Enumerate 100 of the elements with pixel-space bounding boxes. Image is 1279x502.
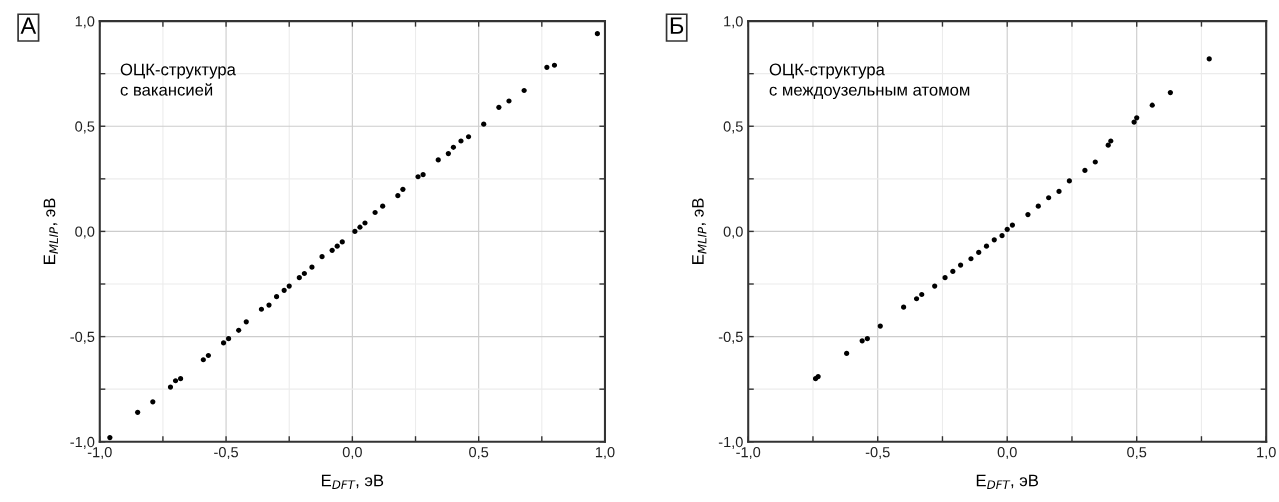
point: [521, 87, 527, 94]
x-tick-label: -0,5: [865, 447, 890, 460]
point: [465, 134, 472, 140]
y-tick-label: -0,5: [70, 331, 95, 344]
y-tick-label: 0,0: [723, 226, 743, 239]
point: [400, 186, 406, 192]
point: [458, 138, 464, 144]
point: [844, 350, 850, 357]
point: [1108, 138, 1114, 144]
x-tick-label: -1,0: [87, 447, 112, 460]
point: [266, 302, 272, 308]
point: [309, 264, 315, 270]
text: А: [20, 17, 37, 34]
point: [919, 291, 925, 298]
point: [1105, 142, 1111, 148]
point: [286, 283, 292, 289]
point: [450, 144, 456, 150]
point: [362, 220, 368, 226]
point: [1082, 167, 1088, 174]
point: [481, 121, 487, 127]
point: [932, 283, 938, 289]
point: [395, 193, 401, 199]
point: [1046, 195, 1052, 201]
y-tick-label: 1,0: [724, 16, 743, 29]
x-tick-label: 0,5: [1127, 447, 1147, 460]
x-tick-label: -1,0: [736, 447, 761, 460]
y-tick-label: 0,5: [75, 121, 95, 134]
point: [1134, 115, 1140, 121]
point: [1092, 159, 1098, 165]
point: [1004, 226, 1010, 232]
point: [1167, 90, 1173, 96]
point: [420, 172, 426, 178]
point: [200, 357, 206, 363]
point: [205, 352, 211, 359]
point: [942, 275, 948, 281]
point: [1206, 56, 1212, 62]
point: [496, 104, 502, 110]
point: [877, 323, 883, 329]
point: [258, 306, 265, 312]
point: [107, 434, 113, 441]
point: [296, 275, 302, 281]
point: [1009, 222, 1015, 228]
point: [913, 296, 920, 302]
point: [172, 378, 179, 384]
point: [178, 376, 184, 382]
point: [445, 151, 451, 157]
point: [281, 287, 287, 293]
point: [950, 268, 956, 274]
x-tick-label: -0,5: [214, 447, 239, 460]
x-axis-title: E$_{DFT}$, эВ: [976, 474, 1039, 489]
annotation: ОЦК-структура с вакансией: [120, 63, 236, 96]
annotation: ОЦК-структура с междоузельным атомом: [769, 63, 970, 100]
point: [273, 294, 280, 300]
point: [357, 224, 363, 230]
point: [901, 304, 907, 310]
point: [594, 31, 600, 37]
point: [999, 233, 1005, 239]
point: [435, 157, 441, 163]
point: [864, 336, 870, 342]
point: [352, 228, 358, 235]
point: [551, 62, 558, 68]
x-tick-label: 1,0: [1257, 447, 1276, 460]
point: [372, 209, 378, 216]
point: [243, 319, 249, 325]
point: [544, 64, 550, 70]
x-axis-title: E$_{DFT}$, эВ: [321, 474, 384, 489]
y-axis-title: E$_{MLIP}$, эВ: [692, 198, 707, 264]
point: [976, 249, 982, 256]
y-tick-label: 0,0: [75, 226, 95, 239]
text: Б: [670, 17, 684, 34]
point: [380, 203, 386, 209]
x-tick-label: 0,0: [342, 447, 362, 460]
point: [225, 336, 232, 342]
point: [1131, 119, 1137, 125]
point: [150, 399, 156, 405]
point: [983, 243, 990, 249]
x-tick-label: 0,0: [997, 447, 1017, 460]
point: [329, 247, 335, 253]
point: [1035, 203, 1041, 209]
point: [167, 384, 174, 390]
y-tick-label: -1,0: [70, 436, 95, 449]
point: [319, 254, 325, 260]
point: [220, 340, 227, 346]
point: [991, 237, 997, 243]
point: [1056, 188, 1062, 195]
y-tick-label: 1,0: [75, 16, 95, 29]
point: [301, 270, 307, 277]
y-tick-label: 0,5: [723, 121, 743, 134]
y-tick-label: -0,5: [718, 331, 743, 344]
y-tick-label: -1,0: [718, 436, 743, 449]
point: [236, 327, 242, 333]
point: [135, 409, 141, 415]
point: [506, 98, 512, 104]
y-axis-title: E$_{MLIP}$, эВ: [43, 198, 58, 264]
point: [1025, 212, 1031, 218]
point: [957, 262, 964, 268]
x-tick-label: 0,5: [469, 447, 489, 460]
point: [1066, 178, 1072, 184]
point: [968, 256, 974, 262]
x-tick-label: 1,0: [595, 447, 615, 460]
